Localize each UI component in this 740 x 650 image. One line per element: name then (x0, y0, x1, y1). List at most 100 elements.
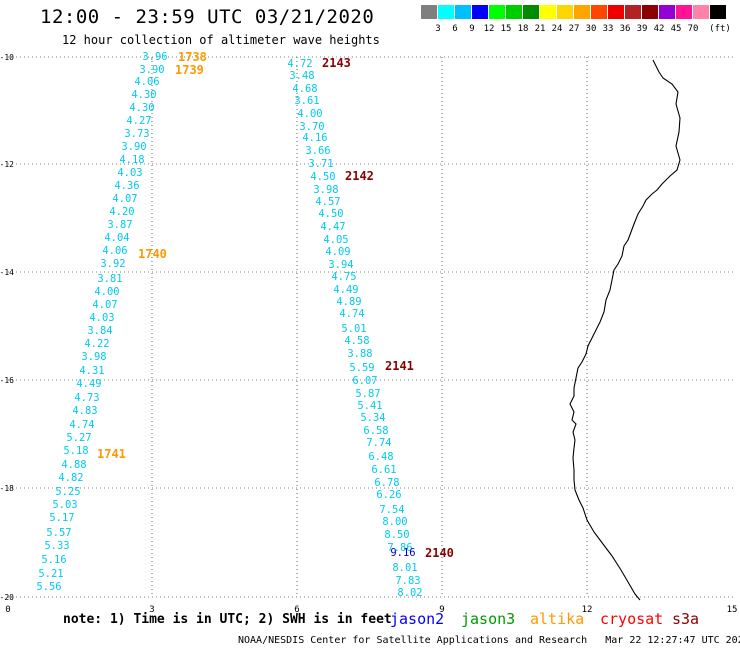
colorbar-swatch (421, 5, 437, 19)
wave-height-label: 3.66 (305, 145, 330, 157)
wave-height-label: 4.31 (79, 365, 104, 377)
colorbar-swatch (540, 5, 556, 19)
colorbar-swatch (489, 5, 505, 19)
x-tick-label: 0 (5, 605, 10, 615)
wave-height-label: 5.27 (66, 432, 91, 444)
wave-height-label: 4.16 (302, 132, 327, 144)
colorbar-label: 12 (483, 24, 495, 34)
wave-height-label: 4.83 (72, 405, 97, 417)
wave-height-label: 4.49 (76, 378, 101, 390)
wave-height-label: 4.74 (69, 419, 94, 431)
coastline (569, 59, 681, 601)
wave-height-label: 3.84 (87, 325, 112, 337)
pass-number-label: 2143 (322, 56, 351, 70)
y-tick-label: -10 (0, 53, 14, 62)
wave-height-label: 4.27 (126, 115, 151, 127)
wave-height-label: 7.86 (387, 542, 412, 554)
map-footer: NOAA/NESDIS Center for Satellite Applica… (238, 635, 740, 646)
x-tick-label: 9 (439, 605, 444, 615)
colorbar-label: 33 (602, 24, 614, 34)
wave-height-label: 5.59 (349, 362, 374, 374)
colorbar-label: 45 (670, 24, 682, 34)
map-subtitle: 12 hour collection of altimeter wave hei… (62, 33, 380, 47)
pass-number-label: 1740 (138, 247, 167, 261)
colorbar-swatch (455, 5, 471, 19)
colorbar-swatch (693, 5, 709, 19)
wave-height-label: 4.06 (102, 245, 127, 257)
wave-height-label: 4.88 (61, 459, 86, 471)
wave-height-label: 4.73 (74, 392, 99, 404)
y-tick-label: -16 (0, 376, 14, 385)
colorbar-swatch (472, 5, 488, 19)
colorbar-label: 18 (517, 24, 529, 34)
pass-number-label: 1741 (97, 447, 126, 461)
wave-height-label: 3.87 (107, 219, 132, 231)
wave-height-label: 4.50 (310, 171, 335, 183)
y-tick-label: -20 (0, 593, 14, 602)
satellite-legend-altika: altika (530, 610, 585, 628)
wave-height-label: 5.56 (36, 581, 61, 593)
wave-height-label: 4.30 (131, 89, 156, 101)
wave-height-label: 3.90 (121, 141, 146, 153)
map-title: 12:00 - 23:59 UTC 03/21/2020 (40, 6, 375, 28)
wave-height-label: 4.82 (58, 472, 83, 484)
satellite-legend-jason3: jason3 (461, 610, 516, 628)
satellite-legend-cryosat: cryosat (600, 610, 664, 628)
colorbar-label: 6 (452, 24, 458, 34)
wave-height-label: 4.07 (92, 299, 117, 311)
wave-height-label: 8.01 (392, 562, 417, 574)
colorbar-swatch (523, 5, 539, 19)
wave-height-label: 4.03 (117, 167, 142, 179)
wave-height-label: 5.33 (44, 540, 69, 552)
wave-height-label: 4.58 (344, 335, 369, 347)
wave-height-label: 4.03 (89, 312, 114, 324)
wave-height-label: 4.36 (114, 180, 139, 192)
wave-height-label: 4.20 (109, 206, 134, 218)
wave-height-label: 4.00 (297, 108, 322, 120)
wave-height-label: 5.21 (38, 568, 63, 580)
colorbar-label: 24 (551, 24, 563, 34)
wave-height-label: 5.03 (52, 499, 77, 511)
wave-height-label: 8.00 (382, 516, 407, 528)
pass-number-label: 2142 (345, 169, 374, 183)
wave-height-label: 5.41 (357, 400, 382, 412)
x-tick-label: 3 (149, 605, 154, 615)
wave-height-label: 4.22 (84, 338, 109, 350)
wave-height-label: 4.09 (325, 246, 350, 258)
colorbar-label: 30 (585, 24, 597, 34)
pass-number-label: 1739 (175, 63, 204, 77)
wave-height-label: 4.74 (339, 308, 364, 320)
colorbar-swatch (574, 5, 590, 19)
colorbar-label: 27 (568, 24, 580, 34)
wave-height-label: 3.71 (308, 158, 333, 170)
wave-height-label: 7.54 (379, 504, 404, 516)
wave-height-label: 4.07 (112, 193, 137, 205)
wave-height-label: 3.73 (124, 128, 149, 140)
map-note: note: 1) Time is in UTC; 2) SWH is in fe… (63, 612, 392, 627)
wave-height-label: 5.18 (63, 445, 88, 457)
wave-height-label: 5.57 (46, 527, 71, 539)
colorbar-label: 70 (687, 24, 699, 34)
colorbar-swatch (676, 5, 692, 19)
colorbar-swatch (710, 5, 726, 19)
wave-height-label: 6.78 (374, 477, 399, 489)
wave-height-label: 6.26 (376, 489, 401, 501)
pass-number-label: 2140 (425, 546, 454, 560)
colorbar-label: (ft) (709, 24, 731, 34)
colorbar-label: 39 (636, 24, 648, 34)
satellite-legend-s3a: s3a (672, 610, 700, 628)
x-tick-label: 12 (582, 605, 593, 615)
colorbar-label: 9 (469, 24, 475, 34)
wave-height-label: 8.02 (397, 587, 422, 599)
pass-number-label: 1738 (178, 50, 207, 64)
wave-height-label: 6.58 (363, 425, 388, 437)
colorbar-label: 21 (534, 24, 546, 34)
wave-height-label: 4.57 (315, 196, 340, 208)
wave-height-label: 5.17 (49, 512, 74, 524)
wave-height-label: 9.16 (390, 547, 415, 559)
wave-height-label: 3.61 (294, 95, 319, 107)
satellite-legend-jason2: jason2 (390, 610, 445, 628)
wave-height-label: 4.68 (292, 83, 317, 95)
wave-height-label: 3.96 (142, 51, 167, 63)
